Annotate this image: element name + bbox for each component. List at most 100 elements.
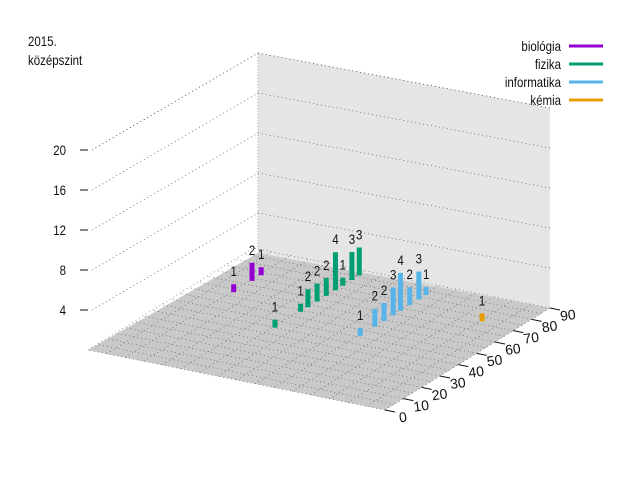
z-grid-line	[257, 172, 551, 229]
x-tick	[513, 330, 524, 334]
x-tick-label: 10	[412, 397, 430, 415]
floor-grid-line	[252, 247, 551, 309]
floor-grid-line	[106, 251, 272, 355]
bar-value-label: 3	[416, 250, 422, 266]
z-tick-label: 20	[53, 142, 66, 158]
bar-value-label: 1	[258, 246, 264, 262]
floor-grid-line	[384, 307, 551, 411]
x-tick	[476, 352, 487, 356]
x-tick	[384, 409, 396, 413]
bar-informatika	[407, 287, 413, 306]
floor-grid-line	[115, 332, 413, 394]
floor-grid-line	[97, 344, 395, 405]
floor-grid-line	[273, 285, 439, 388]
x-tick-label: 20	[431, 385, 449, 403]
chart-title-line-2: középszint	[28, 52, 83, 68]
legend-label: informatika	[505, 74, 562, 90]
bar-value-label: 4	[332, 231, 338, 247]
bar-value-label: 1	[297, 283, 303, 299]
bar-value-label: 1	[272, 298, 278, 314]
floor-grid-line	[225, 264, 523, 326]
floor-grid-line	[254, 281, 421, 385]
bar-value-label: 2	[406, 266, 412, 282]
bar-informatika	[372, 308, 378, 327]
chart-title-line-1: 2015.	[28, 33, 57, 49]
floor-grid-line	[310, 292, 476, 396]
floor-grid-line	[87, 349, 386, 411]
floor-grid-line	[236, 277, 402, 381]
bar-value-label: 3	[349, 231, 355, 247]
floor-grid-line	[152, 310, 450, 371]
bar-value-label: 1	[423, 266, 429, 282]
x-tick-label: 30	[449, 374, 467, 392]
z-grid-line	[91, 132, 259, 231]
floor-grid-line	[217, 273, 384, 377]
bar-fizika	[332, 252, 338, 291]
floor-grid-line	[87, 247, 254, 351]
floor-grid-line	[142, 315, 441, 377]
bar-value-label: 1	[357, 307, 363, 323]
floor-grid-line	[179, 293, 477, 354]
legend-label: biológia	[521, 38, 561, 54]
bar-fizika	[356, 247, 362, 276]
bar-value-label: 1	[230, 263, 236, 279]
z-grid-line	[91, 172, 259, 271]
z-tick-label: 8	[60, 262, 66, 278]
x-tick-label: 60	[504, 340, 522, 358]
z-grid-line	[257, 212, 551, 269]
floor-grid-line	[243, 253, 541, 314]
bar-value-label: 2	[372, 288, 378, 304]
floor-grid-line	[366, 303, 532, 407]
bar-fizika	[340, 277, 346, 286]
bar-fizika	[349, 252, 355, 281]
bar-value-label: 2	[314, 262, 320, 278]
legend-label: kémia	[530, 92, 561, 108]
bar-biológia	[258, 267, 264, 276]
floor-grid-line	[124, 255, 291, 358]
bar-fizika	[323, 277, 329, 296]
bar-kémia	[479, 313, 485, 322]
x-tick	[403, 398, 414, 402]
floor-grid-line	[180, 266, 346, 370]
bar-value-label: 1	[340, 257, 346, 273]
bar-informatika	[398, 272, 404, 311]
floor-grid-line	[143, 258, 309, 362]
bar-value-label: 3	[356, 226, 362, 242]
floor-grid-line	[292, 288, 458, 392]
z-grid-line	[257, 92, 551, 149]
x-tick	[458, 364, 469, 368]
bar-informatika	[357, 327, 363, 336]
floor-grid-line	[199, 270, 365, 373]
x-tick	[549, 307, 561, 311]
bar-biológia	[231, 284, 237, 293]
z-tick-label: 16	[53, 182, 66, 198]
bar-informatika	[416, 271, 422, 300]
floor-grid-line	[161, 304, 459, 365]
x-tick-label: 80	[541, 317, 559, 335]
x-tick-label: 90	[559, 306, 577, 324]
floor-grid-line	[170, 298, 468, 360]
floor-grid-line	[197, 281, 496, 343]
x-tick	[439, 375, 451, 379]
bar-value-label: 1	[479, 292, 485, 308]
floor-grid-line	[234, 259, 532, 320]
bar-fizika	[305, 289, 311, 308]
floor-grid-line	[188, 287, 486, 348]
bar-fizika	[272, 319, 278, 328]
bar-biológia	[249, 262, 255, 281]
x-tick	[421, 386, 432, 390]
x-tick-label: 70	[522, 329, 540, 347]
x-tick-label: 0	[398, 409, 408, 426]
floor-grid-line	[124, 327, 422, 388]
floor-grid-line	[162, 262, 328, 366]
bar-value-label: 2	[381, 282, 387, 298]
floor-grid-line	[329, 296, 495, 400]
back-wall	[258, 53, 550, 308]
z-grid-line	[91, 92, 259, 191]
floor-grid-line	[207, 276, 505, 337]
bar-value-label: 4	[397, 252, 403, 268]
floor-grid-line	[216, 270, 514, 331]
z-grid-line	[257, 132, 551, 189]
bar-value-label: 2	[305, 268, 311, 284]
x-tick	[531, 318, 542, 322]
